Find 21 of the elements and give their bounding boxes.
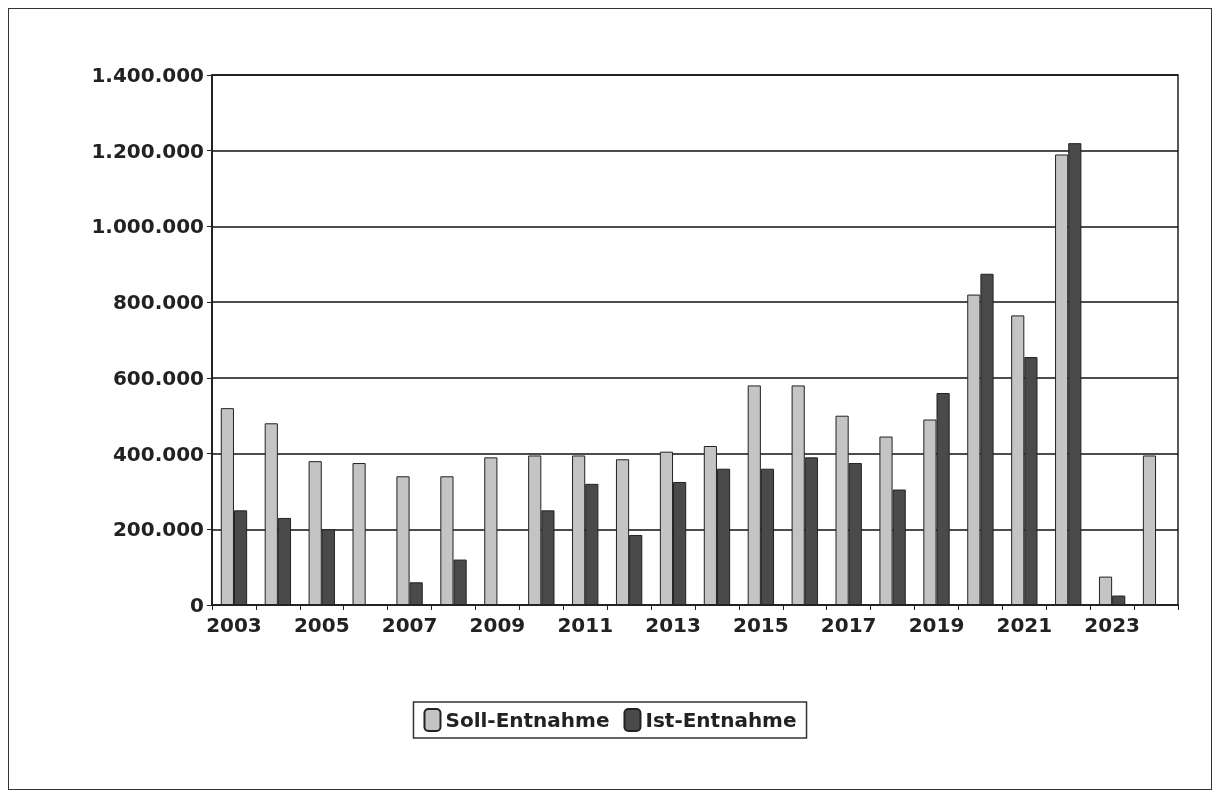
x-tick-label: 2007 <box>381 613 438 637</box>
y-tick-label: 1.000.000 <box>91 214 204 239</box>
y-tick-label: 200.000 <box>112 517 204 542</box>
legend-label: Ist-Entnahme <box>645 708 797 732</box>
x-tick-label: 2015 <box>733 613 789 637</box>
legend-label: Soll-Entnahme <box>445 708 610 732</box>
y-tick-label: 800.000 <box>112 290 204 315</box>
x-tick-label: 2011 <box>557 613 614 637</box>
x-tick-label: 2009 <box>469 613 526 637</box>
y-tick-label: 400.000 <box>112 441 204 466</box>
x-tick-label: 2003 <box>206 613 262 637</box>
y-tick-label: 0 <box>190 593 204 617</box>
y-tick-label: 600.000 <box>112 365 204 390</box>
x-tick-label: 2021 <box>996 613 1053 637</box>
y-tick-label: 1.400.000 <box>91 63 204 87</box>
x-tick-label: 2017 <box>820 613 877 637</box>
y-tick-label: 1.200.000 <box>91 138 204 163</box>
x-tick-label: 2023 <box>1084 613 1140 637</box>
x-tick-label: 2013 <box>645 613 701 637</box>
x-tick-label: 2019 <box>908 613 965 637</box>
x-tick-label: 2005 <box>293 613 350 637</box>
